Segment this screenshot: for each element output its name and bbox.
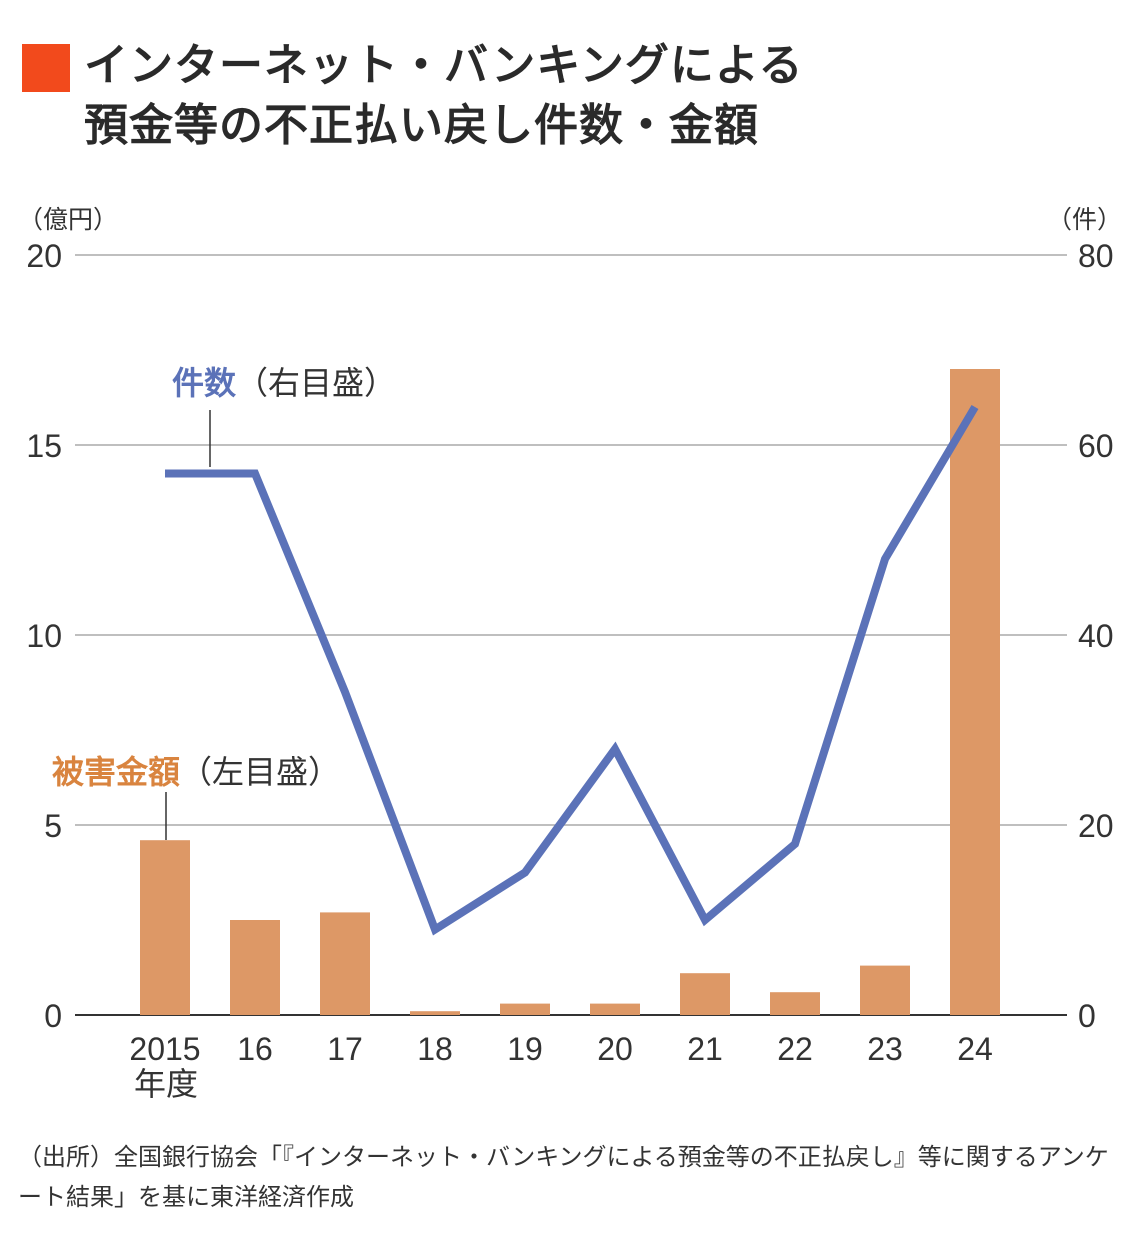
line-series <box>165 404 979 936</box>
bar-series-name: 被害金額 <box>52 753 180 791</box>
x-tick-label: 16 <box>237 1031 273 1067</box>
x-tick-label: 20 <box>597 1031 633 1067</box>
bar <box>140 840 190 1015</box>
x-tick-label: 24 <box>957 1031 993 1067</box>
right-tick-label: 40 <box>1078 618 1114 654</box>
x-tick-label: 21 <box>687 1031 723 1067</box>
line-series-annotation: 件数（右目盛） <box>172 364 396 402</box>
bar <box>410 1011 460 1015</box>
x-tick-label: 23 <box>867 1031 903 1067</box>
left-axis-unit: （億円） <box>18 205 118 234</box>
left-tick-label: 15 <box>26 428 62 464</box>
bar <box>860 965 910 1015</box>
bar-series-note: （左目盛） <box>180 753 340 791</box>
chart-title: インターネット・バンキングによる 預金等の不正払い戻し件数・金額 <box>84 36 804 156</box>
line-series-name: 件数 <box>172 364 237 402</box>
bar <box>770 992 820 1015</box>
x-tick-label: 22 <box>777 1031 813 1067</box>
right-tick-label: 20 <box>1078 808 1114 844</box>
x-tick-label: 17 <box>327 1031 363 1067</box>
bar <box>320 912 370 1015</box>
right-axis-unit: （件） <box>1047 205 1122 234</box>
left-tick-label: 10 <box>26 618 62 654</box>
bar <box>950 369 1000 1015</box>
left-tick-label: 0 <box>44 998 62 1034</box>
bar <box>500 1003 550 1015</box>
left-tick-label: 20 <box>26 238 62 274</box>
bar <box>230 920 280 1015</box>
bar <box>680 973 730 1015</box>
x-tick-label: 18 <box>417 1031 453 1067</box>
x-tick-label: 19 <box>507 1031 543 1067</box>
x-tick-label: 2015 <box>129 1031 200 1067</box>
title-line-1: インターネット・バンキングによる <box>84 40 804 91</box>
bar <box>590 1003 640 1015</box>
bar-series-annotation: 被害金額（左目盛） <box>52 753 340 791</box>
title-accent-square <box>22 44 70 92</box>
right-tick-label: 60 <box>1078 428 1114 464</box>
x-axis-unit: 年度 <box>134 1066 198 1102</box>
source-note: （出所）全国銀行協会「『インターネット・バンキングによる預金等の不正払戻し』等に… <box>18 1143 1109 1211</box>
right-tick-label: 80 <box>1078 238 1114 274</box>
line-series-note: （右目盛） <box>236 364 396 402</box>
title-line-2: 預金等の不正払い戻し件数・金額 <box>84 100 759 151</box>
right-tick-label: 0 <box>1078 998 1096 1034</box>
left-tick-label: 5 <box>44 808 62 844</box>
